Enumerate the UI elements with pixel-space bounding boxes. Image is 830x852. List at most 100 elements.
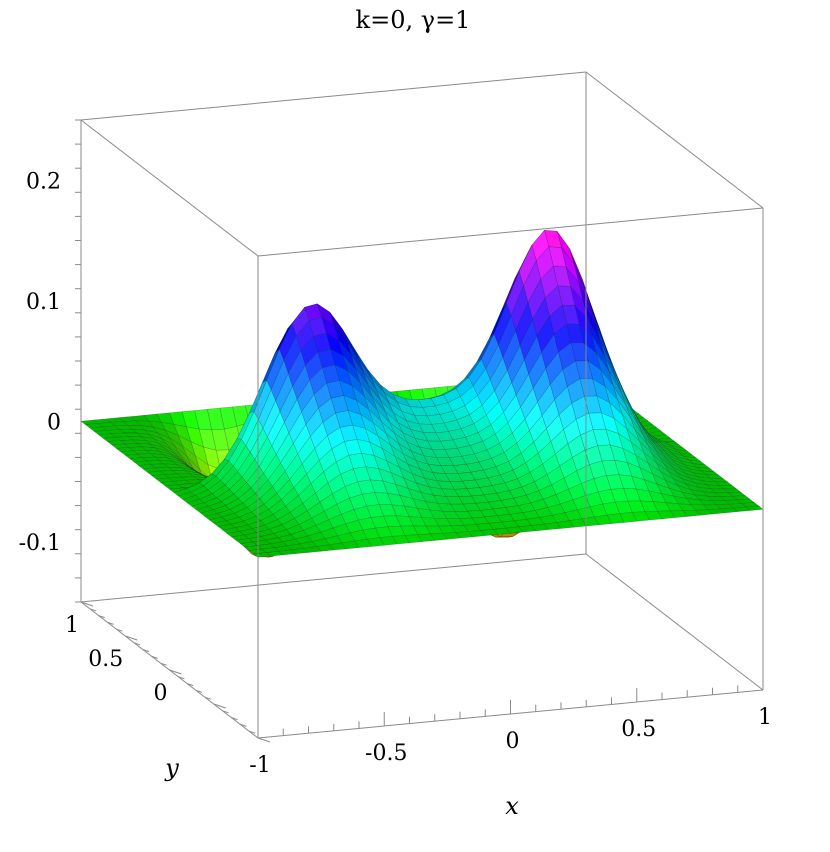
surface-facet	[345, 519, 364, 534]
surface-facet	[551, 477, 569, 495]
surface-facet	[547, 503, 566, 516]
surface-facet	[284, 453, 303, 480]
surface-facet	[287, 349, 306, 387]
surface-facet	[515, 373, 534, 408]
surface-facet	[280, 442, 298, 472]
surface-facet	[168, 487, 187, 493]
y-tick-mark	[187, 683, 194, 687]
surface-facet	[536, 246, 554, 280]
surface-facet	[550, 428, 569, 455]
surface-facet	[275, 432, 294, 464]
surface-facet	[169, 411, 187, 428]
surface-facet	[105, 417, 124, 423]
surface-facet	[161, 438, 180, 454]
surface-facet	[694, 509, 714, 516]
x-tick-label: 0	[506, 729, 520, 754]
surface-facet	[445, 496, 464, 505]
surface-facet	[290, 530, 309, 540]
surface-facet	[122, 420, 141, 426]
surface-facet	[468, 358, 487, 387]
surface-facet	[447, 396, 466, 412]
surface-facet	[437, 503, 456, 512]
surface-facet	[296, 320, 314, 351]
y-tick-mark	[98, 615, 105, 619]
chart-title: k=0, γ=1	[356, 6, 471, 34]
surface-facet	[323, 503, 342, 521]
y-tick-mark	[178, 676, 185, 680]
surface-facet	[305, 407, 324, 437]
x-axis-label: x	[505, 792, 519, 820]
surface-facet	[157, 432, 176, 447]
surface-facet	[208, 516, 227, 524]
surface-facet	[679, 460, 698, 468]
surface-facet	[266, 348, 285, 391]
surface-facet	[331, 441, 350, 463]
surface-facet	[462, 479, 480, 489]
surface-facet	[379, 536, 398, 546]
surface-facet	[657, 510, 676, 520]
surface-facet	[467, 510, 486, 519]
surface-facet	[268, 499, 287, 515]
surface-facet	[355, 399, 374, 424]
surface-facet	[618, 474, 637, 490]
surface-facet	[358, 517, 376, 531]
surface-facet	[89, 426, 108, 432]
surface-facet	[335, 410, 353, 428]
surface-facet	[375, 526, 393, 538]
surface-facet	[506, 270, 524, 317]
surface-facet	[415, 482, 434, 496]
surface-facet	[263, 453, 281, 481]
surface-facet	[686, 498, 705, 506]
surface-facet	[259, 486, 278, 505]
axis-labels: -1 -0.5 0 0.5 1 0 0.5 1 -0.1 0 0.1 0.2 x y	[19, 169, 772, 820]
surface-facet	[443, 419, 462, 432]
surface-facet	[180, 461, 198, 472]
surface-facet	[436, 457, 455, 467]
surface-facet	[604, 386, 623, 416]
surface-facet	[258, 445, 277, 474]
surface-facet	[361, 452, 379, 469]
surface-facet	[449, 480, 468, 490]
surface-facet	[380, 400, 399, 423]
surface-facet	[629, 405, 648, 435]
surface-facet	[478, 458, 497, 471]
surface-facet	[525, 452, 543, 473]
z-tick-label: -0.1	[19, 531, 61, 556]
surface-facet	[286, 543, 305, 551]
y-tick-mark	[160, 662, 167, 666]
surface-facet	[364, 427, 383, 450]
surface-facet	[500, 497, 519, 508]
surface-facet	[467, 530, 486, 538]
surface-facet	[219, 406, 238, 430]
surface-facet	[530, 523, 549, 532]
surface-facet	[118, 416, 137, 422]
surface-facet	[323, 461, 341, 484]
surface-facet	[466, 487, 485, 497]
surface-facet	[477, 424, 496, 442]
surface-facet	[308, 316, 327, 337]
surface-facet	[229, 502, 248, 514]
surface-facet	[567, 378, 585, 404]
surface-facet	[651, 473, 671, 489]
surface-facet	[274, 323, 293, 354]
surface-facet	[332, 523, 351, 537]
surface-facet	[326, 380, 345, 399]
surface-facet	[324, 535, 343, 546]
surface-facet	[404, 534, 423, 544]
y-tick-mark	[142, 649, 150, 653]
surface-facet	[698, 499, 717, 506]
surface-facet	[419, 469, 438, 482]
surface-facet	[606, 513, 625, 524]
surface-facet	[575, 360, 593, 380]
surface-facet	[563, 470, 582, 490]
x-tick-label: 1	[758, 705, 772, 730]
box-edge	[80, 71, 587, 121]
surface-facet	[261, 349, 280, 384]
surface-facet	[491, 452, 509, 468]
surface-facet	[190, 485, 209, 496]
surface-facet	[310, 471, 329, 494]
surface-facet	[601, 412, 619, 434]
surface-facet	[490, 411, 509, 435]
surface-facet	[284, 398, 302, 434]
surface-facet	[669, 510, 688, 518]
